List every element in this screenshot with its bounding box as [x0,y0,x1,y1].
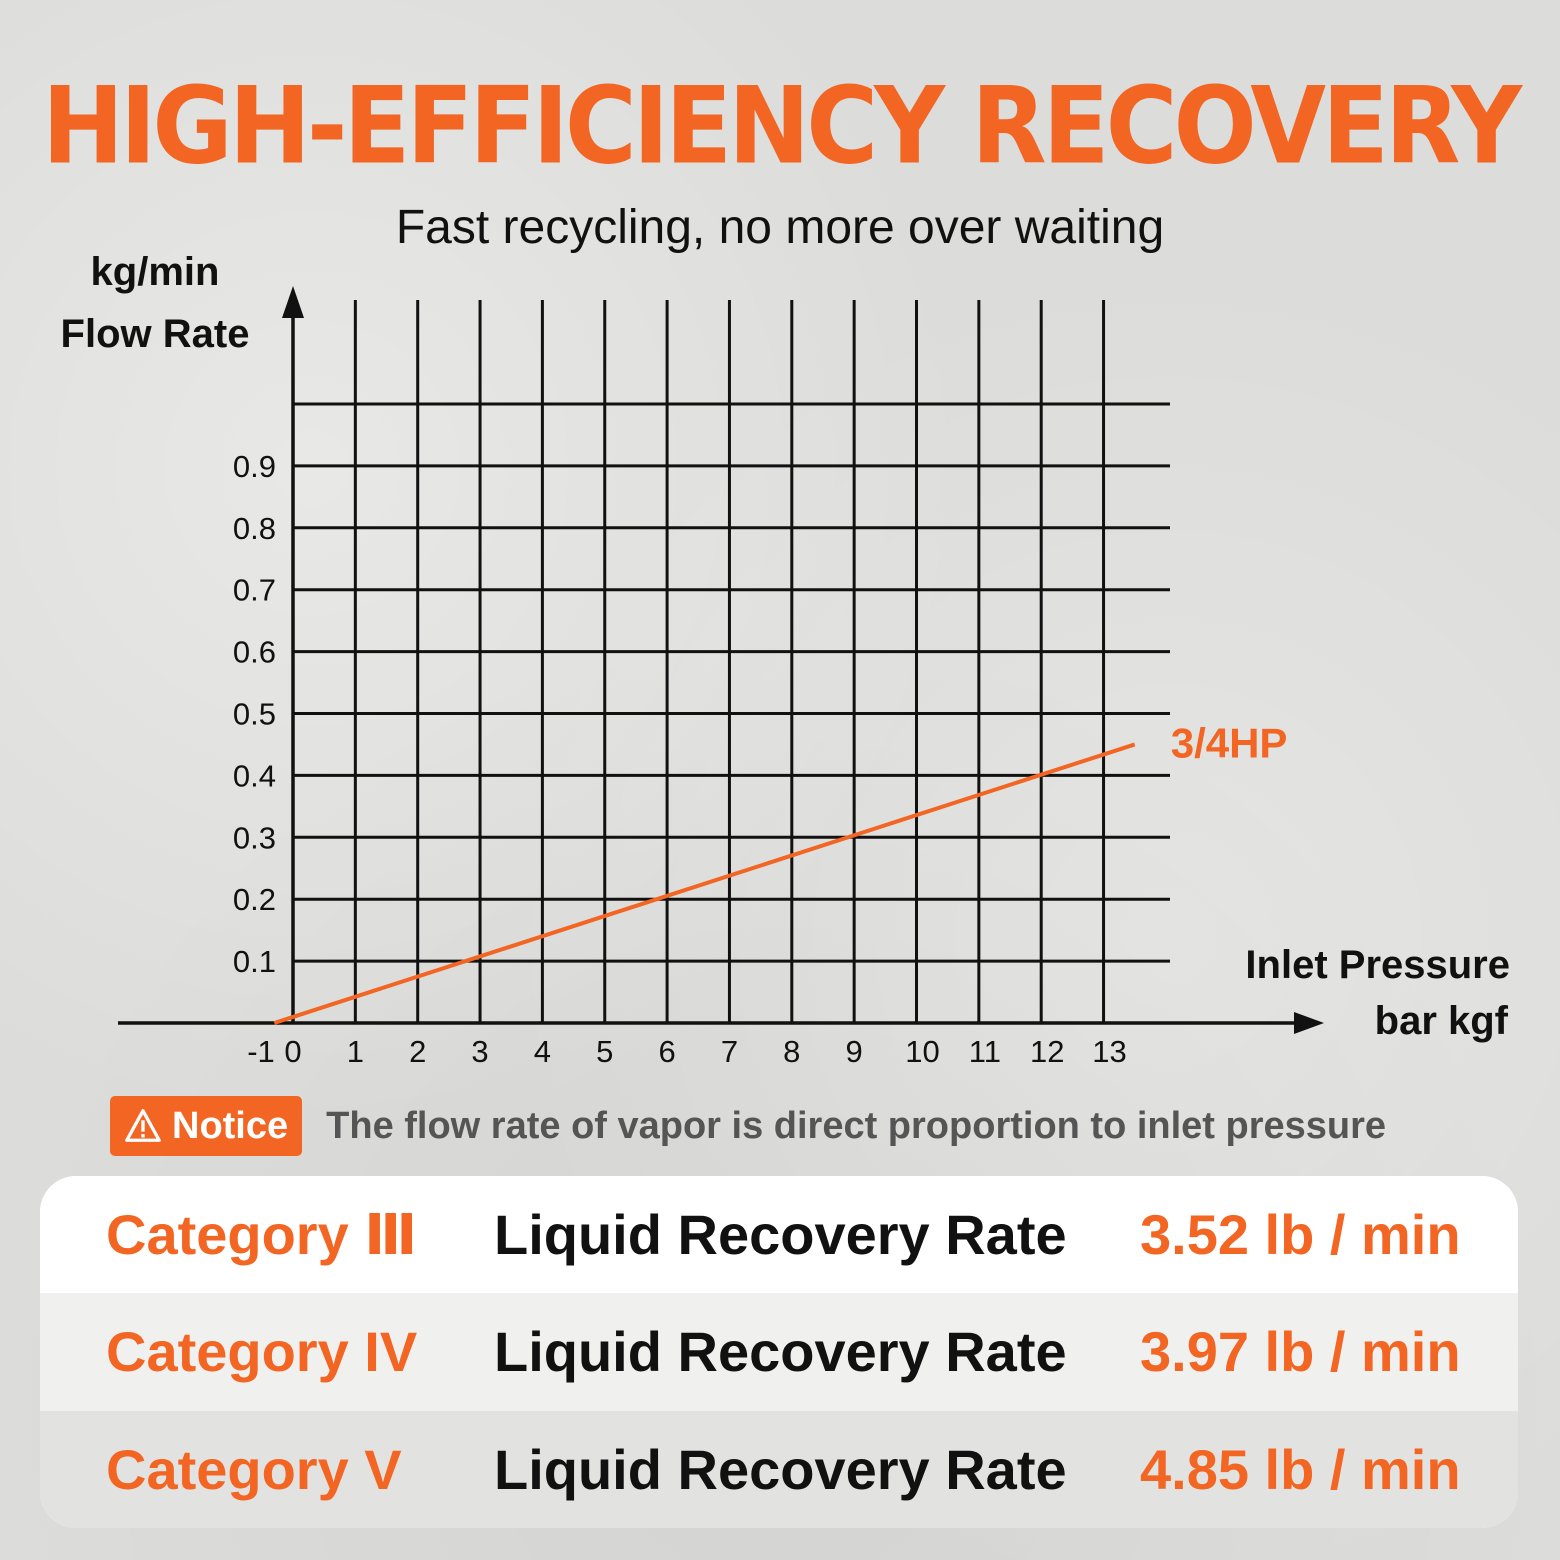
x-tick-label: 12 [1030,1034,1064,1069]
flow-rate-chart: -1 0 1 2 3 4 5 6 7 8 9 10 11 12 130.10.20.30.40.50.60.… [61,250,1510,1069]
x-axis-unit: bar kgf [1375,999,1509,1043]
warning-icon [125,1109,161,1142]
metric-label: Liquid Recovery Rate [494,1437,1067,1501]
x-tick-label: 8 [783,1034,800,1069]
table-row: Category V Liquid Recovery Rate 4.85 lb … [40,1410,1518,1528]
y-tick-label: 0.7 [233,573,276,608]
page-subtitle: Fast recycling, no more over waiting [395,201,1165,254]
x-tick-label: 6 [658,1034,675,1069]
x-tick-label: 2 [409,1034,426,1069]
y-tick-label: 0.4 [233,758,276,793]
rate-value: 4.85 lb / min [1140,1437,1461,1501]
x-axis-arrow-icon [1294,1012,1324,1034]
x-tick-label: 10 [905,1034,939,1069]
notice-label: Notice [172,1104,289,1147]
y-tick-label: 0.5 [233,697,276,732]
y-tick-label: 0.8 [233,511,276,546]
x-tick-label: -1 [247,1034,275,1069]
table-row: Category IV Liquid Recovery Rate 3.97 lb… [40,1293,1518,1411]
category-label: Category Ⅲ [106,1202,418,1266]
category-label: Category V [106,1437,402,1501]
recovery-rate-table: Category Ⅲ Liquid Recovery Rate 3.52 lb … [40,1176,1518,1528]
notice-text: The flow rate of vapor is direct proport… [326,1104,1387,1147]
x-tick-label: 7 [721,1034,738,1069]
metric-label: Liquid Recovery Rate [494,1203,1067,1267]
x-tick-label: 5 [596,1034,613,1069]
x-tick-label: 1 [347,1034,364,1069]
x-tick-label: 4 [534,1034,551,1069]
x-tick-label: 11 [969,1034,1001,1069]
y-tick-label: 0.6 [233,635,276,670]
x-tick-label: 3 [471,1034,488,1069]
category-label: Category IV [106,1320,418,1384]
page-title: HIGH-EFFICIENCY RECOVERY [41,65,1522,189]
y-axis-arrow-icon [282,286,304,318]
x-axis-label: Inlet Pressure [1245,943,1510,987]
y-axis-unit: kg/min [91,250,220,294]
series-line [273,742,1136,1025]
notice-badge: Notice [110,1096,303,1156]
y-tick-label: 0.2 [233,882,276,917]
x-tick-label: 13 [1092,1034,1126,1069]
metric-label: Liquid Recovery Rate [494,1320,1067,1384]
y-tick-label: 0.1 [233,944,276,979]
notice: Notice The flow rate of vapor is direct … [110,1096,1386,1156]
y-axis-label: Flow Rate [61,312,250,356]
table-row: Category Ⅲ Liquid Recovery Rate 3.52 lb … [40,1176,1518,1294]
y-tick-label: 0.9 [233,449,276,484]
x-tick-label: 0 [284,1034,301,1069]
y-tick-label: 0.3 [233,820,276,855]
series-label: 3/4HP [1171,719,1288,766]
rate-value: 3.52 lb / min [1140,1203,1461,1267]
x-tick-label: 9 [846,1034,863,1069]
rate-value: 3.97 lb / min [1140,1320,1461,1384]
